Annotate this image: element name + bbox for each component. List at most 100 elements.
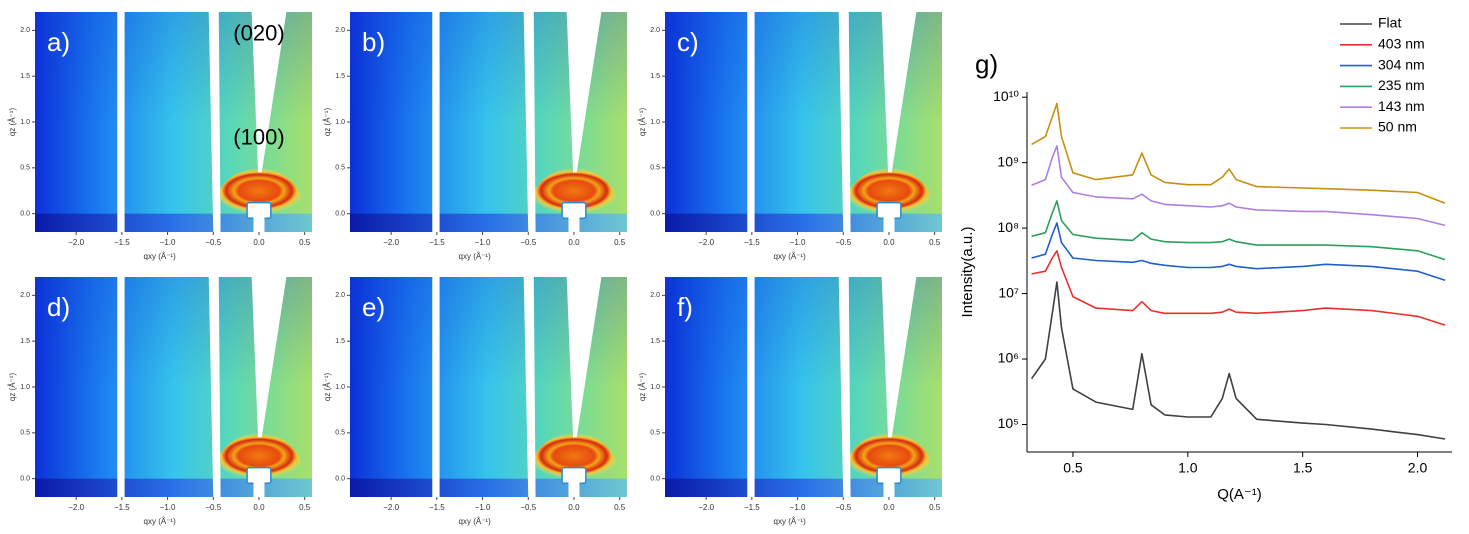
x-tick-label: −1.0 (160, 238, 176, 247)
y-tick-label: 2.0 (650, 27, 660, 34)
detector-gap (432, 277, 440, 497)
y-tick-label: 2.0 (335, 27, 345, 34)
x-tick-label: 1.5 (1293, 460, 1313, 476)
x-tick-label: −0.5 (205, 503, 221, 512)
detector-gap (208, 277, 221, 497)
panel-label: d) (47, 292, 70, 322)
x-axis-label: qxy (Å⁻¹) (459, 517, 492, 526)
y-tick-label: 1.0 (650, 119, 660, 126)
y-tick-label: 1.0 (335, 119, 345, 126)
y-tick-label: 1.5 (650, 338, 660, 345)
beam-stop (253, 482, 265, 497)
x-tick-label: −1.0 (475, 238, 491, 247)
y-tick-label: 10⁹ (997, 153, 1019, 169)
beam-stop (253, 217, 265, 232)
panel-label: a) (47, 27, 70, 57)
y-tick-label: 0.5 (20, 165, 30, 172)
detector-gap (838, 277, 851, 497)
y-tick-label: 10⁸ (998, 219, 1020, 235)
x-tick-label: −1.0 (790, 238, 806, 247)
horizon-band (35, 478, 312, 497)
y-tick-label: 2.0 (20, 292, 30, 299)
y-tick-label: 0.5 (20, 430, 30, 437)
beam-stop (876, 201, 902, 220)
detector-gap (208, 12, 221, 232)
x-tick-label: −0.5 (835, 238, 851, 247)
horizon-band (665, 478, 942, 497)
detector-gap (838, 12, 851, 232)
y-tick-label: 1.5 (335, 338, 345, 345)
y-axis-label: qz (Å⁻¹) (638, 108, 647, 137)
x-tick-label: 0.5 (929, 238, 941, 247)
x-tick-label: −2.0 (383, 503, 399, 512)
x-tick-label: −0.5 (205, 238, 221, 247)
beam-stop (246, 466, 272, 484)
beam-stop (876, 466, 902, 484)
y-tick-label: 10⁷ (998, 284, 1019, 300)
series-line (1031, 145, 1446, 227)
diffraction-ring (213, 167, 305, 214)
y-tick-label: 1.0 (20, 384, 30, 391)
x-tick-label: 1.0 (1178, 460, 1198, 476)
beam-stop (561, 201, 587, 220)
diffraction-ring (528, 167, 620, 214)
y-tick-label: 0.5 (650, 165, 660, 172)
y-tick-label: 0.0 (650, 476, 660, 483)
y-axis-label: qz (Å⁻¹) (323, 373, 332, 402)
x-tick-label: −1.0 (790, 503, 806, 512)
legend-label: 235 nm (1378, 77, 1425, 93)
detector-gap (523, 277, 536, 497)
panel-label: f) (677, 292, 693, 322)
x-tick-label: −2.0 (698, 238, 714, 247)
y-tick-label: 0.0 (650, 211, 660, 218)
y-tick-label: 0.5 (335, 430, 345, 437)
peak-annotation: (100) (233, 124, 284, 149)
x-tick-label: −2.0 (68, 238, 84, 247)
y-axis-label: qz (Å⁻¹) (8, 373, 17, 402)
panel-label: g) (975, 49, 998, 79)
legend-label: 50 nm (1378, 119, 1417, 135)
y-tick-label: 1.5 (20, 338, 30, 345)
series-line (1031, 200, 1446, 261)
diffraction-ring (213, 432, 305, 479)
detector-gap (117, 277, 125, 497)
y-tick-label: 1.0 (650, 384, 660, 391)
x-tick-label: 0.0 (253, 238, 265, 247)
y-tick-label: 10⁶ (998, 350, 1019, 366)
x-tick-label: 0.5 (614, 503, 626, 512)
y-axis-label: qz (Å⁻¹) (8, 108, 17, 137)
panel-label: c) (677, 27, 699, 57)
missing-wedge (251, 277, 287, 438)
y-tick-label: 1.5 (335, 73, 345, 80)
y-tick-label: 1.0 (20, 119, 30, 126)
x-tick-label: 2.0 (1408, 460, 1428, 476)
x-tick-label: 0.5 (929, 503, 941, 512)
x-tick-label: −1.5 (429, 238, 445, 247)
panel-label: e) (362, 292, 385, 322)
x-tick-label: −1.5 (114, 503, 130, 512)
x-tick-label: −0.5 (520, 503, 536, 512)
x-axis-label: qxy (Å⁻¹) (459, 252, 492, 261)
x-tick-label: −2.0 (383, 238, 399, 247)
y-tick-label: 0.0 (20, 211, 30, 218)
x-axis-label: qxy (Å⁻¹) (774, 517, 807, 526)
horizon-band (350, 213, 627, 232)
x-tick-label: −1.0 (475, 503, 491, 512)
missing-wedge (881, 277, 917, 438)
x-tick-label: 0.5 (1063, 460, 1083, 476)
beam-stop (883, 482, 895, 497)
x-tick-label: −1.5 (744, 238, 760, 247)
y-axis-label: qz (Å⁻¹) (638, 373, 647, 402)
y-tick-label: 2.0 (650, 292, 660, 299)
peak-annotation: (020) (233, 21, 284, 46)
x-tick-label: 0.0 (568, 238, 580, 247)
y-axis-label: Intensity(a.u.) (959, 227, 976, 318)
x-tick-label: −2.0 (698, 503, 714, 512)
y-tick-label: 0.5 (335, 165, 345, 172)
diffraction-ring (843, 167, 935, 214)
y-tick-label: 2.0 (20, 27, 30, 34)
beam-stop (561, 466, 587, 484)
x-tick-label: −1.0 (160, 503, 176, 512)
missing-wedge (881, 12, 917, 173)
